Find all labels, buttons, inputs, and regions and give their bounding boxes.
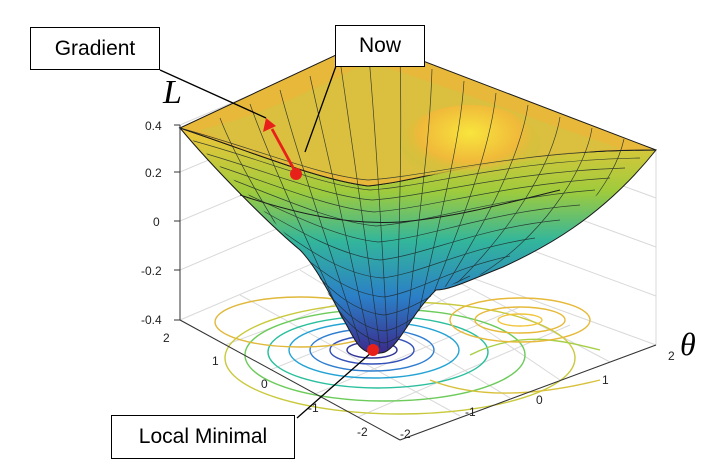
loss-surface (178, 39, 658, 354)
gradient-callout: Gradient (30, 27, 160, 70)
x-tick-label: 1 (602, 373, 609, 387)
y-tick-label: -1 (308, 401, 319, 415)
y-tick-label: 2 (163, 331, 170, 345)
z-axis: 0.4 0.2 0 -0.2 -0.4 (141, 119, 181, 327)
loss-axis-label: L (163, 74, 182, 111)
x-tick-label: 0 (536, 393, 543, 407)
gradient-arrow (263, 118, 298, 174)
x-tick-label: -2 (400, 427, 411, 441)
x-tick-label: -1 (465, 405, 476, 419)
z-tick-label: 0.2 (145, 166, 162, 180)
current-point (290, 168, 302, 180)
local-minimal-callout: Local Minimal (111, 415, 295, 459)
callout-leaders (159, 65, 373, 419)
y-tick-label: 0 (261, 377, 268, 391)
y-tick-label: -2 (357, 425, 368, 439)
z-tick-label: -0.2 (141, 264, 162, 278)
theta2-axis: 2 1 0 -1 -2 (163, 319, 401, 441)
local-minimum-point (367, 344, 379, 356)
z-tick-label: 0 (153, 215, 160, 229)
y-tick-label: 1 (212, 354, 219, 368)
theta-axis-label: θ (680, 326, 696, 362)
x-tick-label: 2 (668, 349, 675, 363)
z-tick-label: 0.4 (145, 119, 162, 133)
z-tick-label: -0.4 (141, 313, 162, 327)
now-callout: Now (335, 25, 425, 67)
theta-axis: -2 -1 0 1 2 (399, 344, 675, 441)
